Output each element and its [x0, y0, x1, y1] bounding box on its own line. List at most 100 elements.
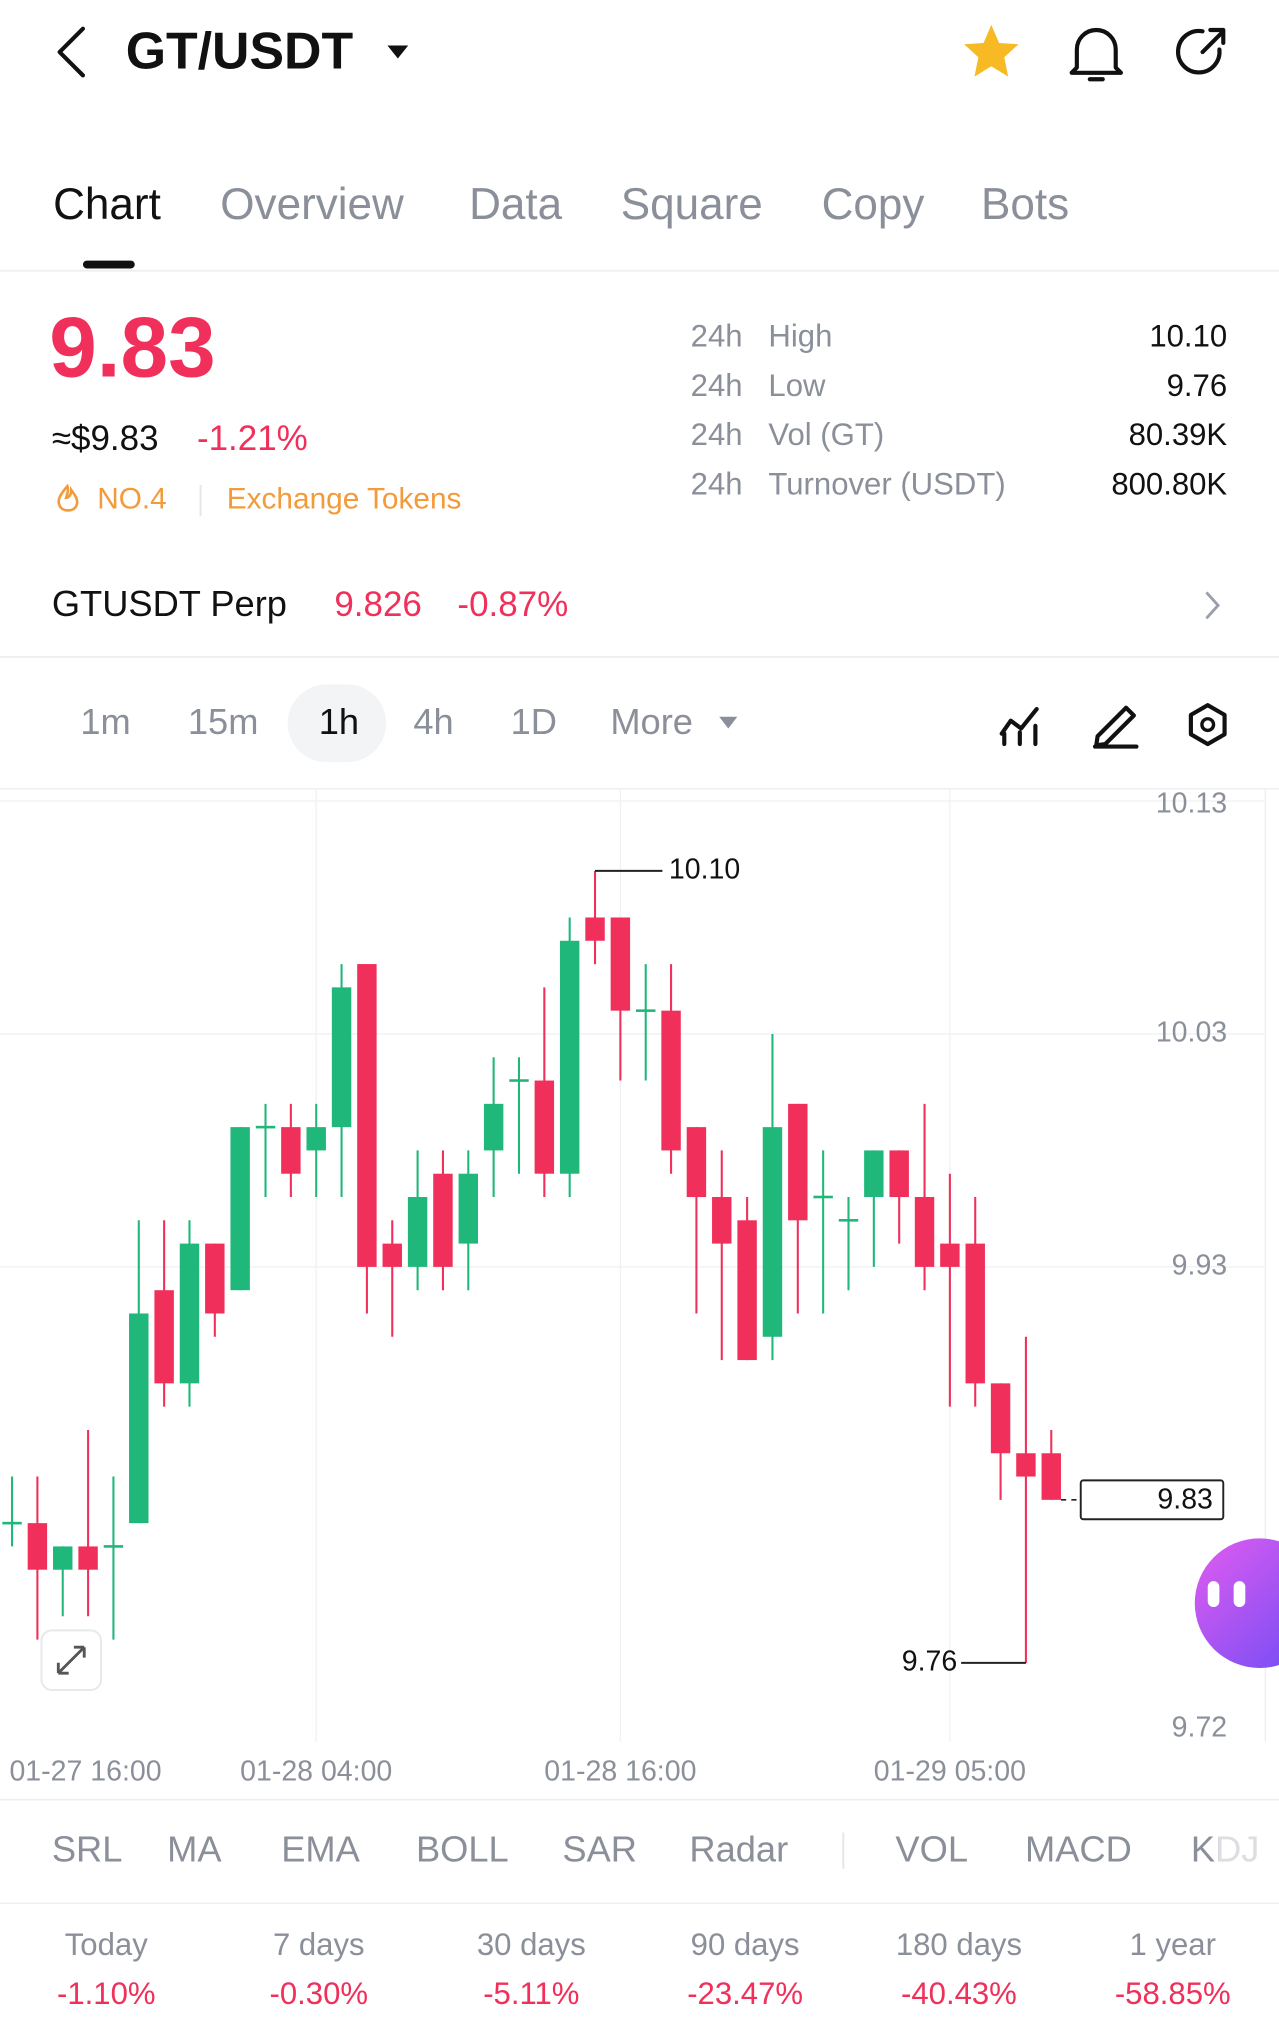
- y-tick-label: 10.13: [1156, 787, 1227, 819]
- performance-period: 1 year: [1130, 1927, 1216, 1962]
- perp-chevron[interactable]: [1205, 591, 1221, 620]
- perp-name[interactable]: GTUSDT Perp: [52, 583, 287, 624]
- y-tick-label: 9.72: [1172, 1711, 1227, 1743]
- candle-body: [407, 1197, 428, 1267]
- interval[interactable]: 4h: [413, 701, 453, 742]
- candle-body: [610, 917, 631, 1011]
- last-price-label: 9.83: [1157, 1484, 1212, 1516]
- candle-body: [230, 1127, 250, 1291]
- tab[interactable]: Copy: [822, 180, 925, 229]
- performance-change: -58.85%: [1115, 1976, 1231, 2011]
- candle-body: [53, 1546, 73, 1570]
- candle-body: [331, 987, 352, 1128]
- favorite-star[interactable]: [964, 24, 1019, 77]
- indicator[interactable]: MACD: [1025, 1829, 1132, 1870]
- perp-change: -0.87%: [457, 585, 568, 624]
- candle-body: [914, 1197, 935, 1267]
- performance-row: Today -1.10% 7 days -0.30% 30 days -5.11% 90 d…: [57, 1927, 1231, 2011]
- stat-value: 9.76: [1167, 368, 1228, 403]
- stat-value: 10.10: [1149, 319, 1227, 354]
- interval[interactable]: 15m: [188, 701, 259, 742]
- low-marker-label: 9.76: [902, 1645, 957, 1677]
- interval[interactable]: More: [610, 701, 693, 742]
- x-tick-label: 01-27 16:00: [9, 1755, 161, 1787]
- candle-body: [636, 1009, 656, 1012]
- candle-body: [737, 1220, 757, 1361]
- active-interval-bg: [287, 684, 387, 763]
- performance-change: -0.30%: [270, 1976, 369, 2011]
- candle-body: [813, 1195, 833, 1199]
- indicator[interactable]: MA: [167, 1829, 222, 1870]
- back-button[interactable]: [57, 26, 86, 78]
- candle-body: [357, 964, 377, 1267]
- indicator[interactable]: SRL: [52, 1829, 123, 1870]
- high-marker-label: 10.10: [669, 853, 740, 885]
- candle-body: [585, 917, 605, 941]
- pair-dropdown[interactable]: [387, 45, 409, 59]
- price-change: -1.21%: [197, 419, 308, 458]
- candle-body: [2, 1521, 22, 1525]
- tab[interactable]: Square: [621, 180, 763, 229]
- y-tick-label: 10.03: [1156, 1016, 1227, 1048]
- indicator-bar: SRLMAEMABOLLSARRadarVOLMACDKDJ: [52, 1829, 1260, 1870]
- candle-body: [483, 1103, 504, 1151]
- x-tick-label: 01-28 04:00: [240, 1755, 392, 1787]
- alert-bell[interactable]: [1069, 28, 1123, 82]
- indicator[interactable]: Radar: [689, 1829, 788, 1870]
- candle-body: [255, 1125, 276, 1129]
- stat-period: 24h: [691, 368, 743, 403]
- candle-body: [661, 1010, 681, 1151]
- performance-change: -40.43%: [901, 1976, 1017, 2011]
- category-tag[interactable]: Exchange Tokens: [227, 482, 462, 515]
- tab[interactable]: Overview: [220, 180, 404, 229]
- pair-title[interactable]: GT/USDT: [126, 21, 354, 79]
- candles: [2, 870, 1061, 1663]
- chart-settings-button[interactable]: [1188, 703, 1227, 747]
- interval[interactable]: 1m: [80, 701, 130, 742]
- divider: [0, 1798, 1279, 1801]
- draw-button[interactable]: [1092, 705, 1139, 749]
- performance-period: 180 days: [896, 1927, 1022, 1962]
- divider: [199, 484, 202, 516]
- candle-body: [762, 1127, 783, 1337]
- candle-body: [129, 1313, 149, 1524]
- indicator[interactable]: BOLL: [416, 1829, 509, 1870]
- last-price: 9.83: [49, 301, 215, 396]
- candle-body: [534, 1080, 555, 1174]
- indicator[interactable]: VOL: [895, 1829, 968, 1870]
- candle-body: [864, 1150, 884, 1198]
- tab[interactable]: Bots: [981, 180, 1069, 229]
- assistant-bubble[interactable]: [1194, 1538, 1279, 1668]
- x-tick-label: 01-29 05:00: [874, 1755, 1026, 1787]
- share-button[interactable]: [1175, 27, 1226, 75]
- indicator-button[interactable]: [999, 706, 1039, 747]
- candle-body: [559, 940, 580, 1174]
- chart-border: [1264, 788, 1267, 1742]
- interval-bar: 1m 15m 1h 4h 1D More: [80, 701, 693, 742]
- performance-change: -5.11%: [483, 1976, 579, 2011]
- divider: [0, 655, 1279, 658]
- candle-body: [154, 1290, 174, 1384]
- tab[interactable]: Data: [469, 180, 563, 229]
- performance-period: 90 days: [691, 1927, 800, 1962]
- stat-name: Vol (GT): [768, 417, 884, 452]
- candle-body: [27, 1523, 48, 1570]
- divider: [842, 1832, 845, 1869]
- more-dropdown[interactable]: [719, 716, 738, 729]
- candle-body: [382, 1243, 402, 1267]
- performance-change: -23.47%: [687, 1976, 803, 2011]
- stat-value: 800.80K: [1111, 466, 1227, 501]
- interval[interactable]: 1h: [319, 701, 359, 742]
- usd-price: ≈$9.83: [52, 419, 159, 458]
- interval[interactable]: 1D: [511, 701, 557, 742]
- perp-price: 9.826: [334, 585, 422, 624]
- candle-body: [281, 1127, 301, 1174]
- stat-period: 24h: [691, 466, 743, 501]
- indicator[interactable]: EMA: [281, 1829, 360, 1870]
- tab[interactable]: Chart: [53, 180, 161, 229]
- candle-body: [306, 1127, 326, 1151]
- candle-body: [940, 1243, 960, 1267]
- indicator[interactable]: SAR: [562, 1829, 637, 1870]
- stat-period: 24h: [691, 417, 743, 452]
